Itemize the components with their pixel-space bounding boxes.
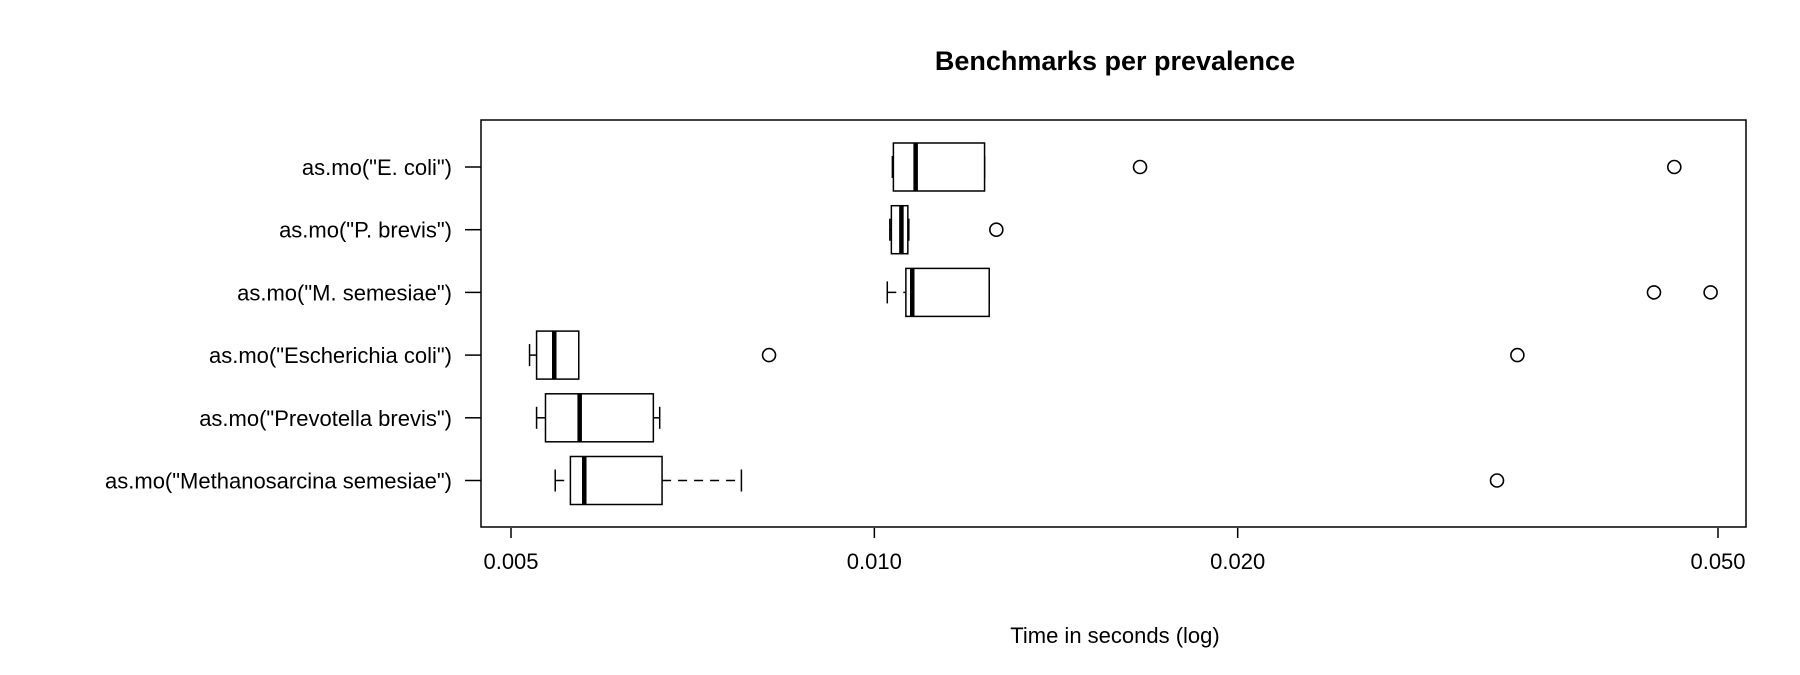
chart-title: Benchmarks per prevalence [935, 46, 1295, 76]
box-row: as.mo("P. brevis") [279, 204, 1004, 255]
outlier-point [1510, 347, 1525, 363]
y-tick-label: as.mo("Prevotella brevis") [199, 406, 452, 431]
box-row: as.mo("E. coli") [302, 142, 1682, 192]
box [544, 393, 655, 443]
outlier-point [1132, 159, 1148, 175]
box-row: as.mo("Prevotella brevis") [199, 393, 661, 443]
box [892, 142, 986, 192]
plot-frame [480, 119, 1747, 528]
outlier-point [1489, 473, 1505, 488]
x-axis-title: Time in seconds (log) [1010, 623, 1219, 648]
y-tick-label: as.mo("M. semesiae") [237, 280, 452, 305]
outlier-point [989, 222, 1004, 237]
outlier-point [1703, 285, 1718, 300]
x-tick-label: 0.050 [1690, 549, 1745, 574]
y-tick-label: as.mo("Methanosarcina semesiae") [105, 469, 452, 494]
y-tick-label: as.mo("E. coli") [302, 155, 452, 180]
outlier-point [1666, 159, 1682, 175]
outlier-point [761, 347, 777, 363]
box-row: as.mo("Escherichia coli") [209, 330, 1525, 380]
outlier-point [1646, 285, 1662, 300]
box-row: as.mo("M. semesiae") [237, 267, 1718, 318]
x-tick-label: 0.005 [483, 549, 538, 574]
chart-marks: 0.005 0.010 0.020 0.050 as.mo("E. coli") as.m… [105, 142, 1746, 574]
x-tick-label: 0.010 [847, 549, 902, 574]
box-row: as.mo("Methanosarcina semesiae") [105, 455, 1505, 506]
y-tick-label: as.mo("P. brevis") [279, 218, 452, 243]
y-tick-label: as.mo("Escherichia coli") [209, 343, 452, 368]
box [905, 267, 990, 318]
x-tick-label: 0.020 [1210, 549, 1265, 574]
box [535, 330, 580, 380]
